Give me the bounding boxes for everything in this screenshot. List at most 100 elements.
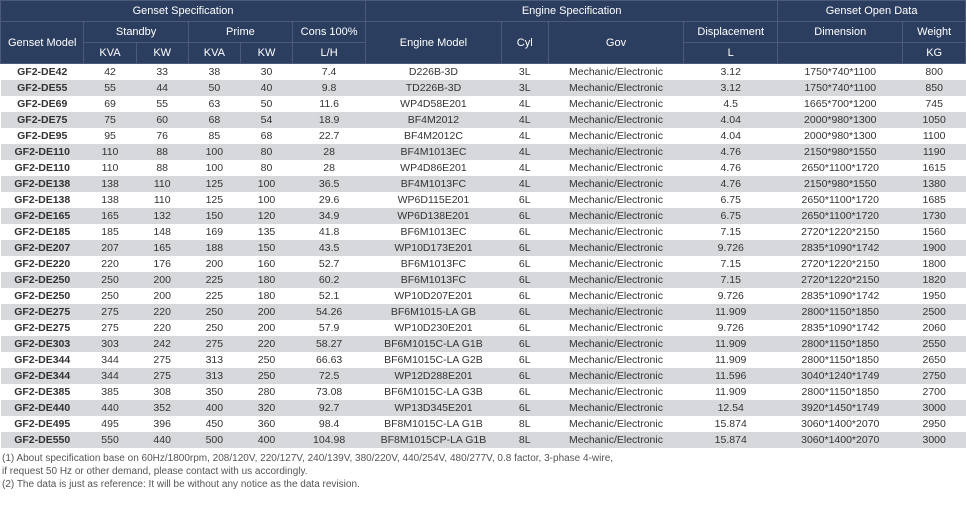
- cell-cyl: 8L: [501, 432, 548, 448]
- cell-wt: 1560: [903, 224, 966, 240]
- table-row: GF2-DE20720716518815043.5WP10D173E2016LM…: [1, 240, 966, 256]
- cell-dim: 2835*1090*1742: [778, 288, 903, 304]
- cell-gov: Mechanic/Electronic: [548, 112, 684, 128]
- cell-model: GF2-DE207: [1, 240, 84, 256]
- cell-dim: 3040*1240*1749: [778, 368, 903, 384]
- cell-cons: 54.26: [293, 304, 366, 320]
- cell-gov: Mechanic/Electronic: [548, 400, 684, 416]
- cell-pkva: 63: [188, 96, 240, 112]
- table-row: GF2-DE959576856822.7BF4M2012C4LMechanic/…: [1, 128, 966, 144]
- cell-cyl: 6L: [501, 192, 548, 208]
- cell-disp: 4.76: [684, 144, 778, 160]
- cell-cons: 9.8: [293, 80, 366, 96]
- table-row: GF2-DE13813811012510029.6WP6D115E2016LMe…: [1, 192, 966, 208]
- table-row: GF2-DE110110881008028BF4M1013EC4LMechani…: [1, 144, 966, 160]
- cell-cyl: 6L: [501, 208, 548, 224]
- cell-pkva: 275: [188, 336, 240, 352]
- cell-cyl: 3L: [501, 64, 548, 81]
- cell-cyl: 6L: [501, 368, 548, 384]
- table-row: GF2-DE550550440500400104.98BF8M1015CP-LA…: [1, 432, 966, 448]
- cell-skw: 76: [136, 128, 188, 144]
- cell-skva: 275: [84, 304, 136, 320]
- cell-skva: 220: [84, 256, 136, 272]
- cell-model: GF2-DE550: [1, 432, 84, 448]
- table-row: GF2-DE30330324227522058.27BF6M1015C-LA G…: [1, 336, 966, 352]
- cell-skva: 440: [84, 400, 136, 416]
- cell-gov: Mechanic/Electronic: [548, 352, 684, 368]
- cell-pkw: 280: [240, 384, 292, 400]
- cell-skva: 207: [84, 240, 136, 256]
- hdr-open-data: Genset Open Data: [778, 1, 966, 22]
- cell-model: GF2-DE220: [1, 256, 84, 272]
- cell-pkva: 450: [188, 416, 240, 432]
- cell-wt: 800: [903, 64, 966, 81]
- hdr-engine-spec: Engine Specification: [366, 1, 778, 22]
- cell-disp: 12.54: [684, 400, 778, 416]
- cell-eng: WP10D230E201: [366, 320, 502, 336]
- cell-skva: 55: [84, 80, 136, 96]
- cell-pkw: 100: [240, 192, 292, 208]
- cell-skva: 42: [84, 64, 136, 81]
- cell-gov: Mechanic/Electronic: [548, 192, 684, 208]
- cell-model: GF2-DE303: [1, 336, 84, 352]
- cell-cyl: 6L: [501, 240, 548, 256]
- cell-cons: 41.8: [293, 224, 366, 240]
- cell-skw: 352: [136, 400, 188, 416]
- cell-model: GF2-DE344: [1, 368, 84, 384]
- cell-cons: 34.9: [293, 208, 366, 224]
- cell-dim: 3060*1400*2070: [778, 432, 903, 448]
- table-row: GF2-DE13813811012510036.5BF4M1013FC4LMec…: [1, 176, 966, 192]
- cell-cons: 60.2: [293, 272, 366, 288]
- cell-pkva: 38: [188, 64, 240, 81]
- cell-model: GF2-DE138: [1, 192, 84, 208]
- table-row: GF2-DE110110881008028WP4D86E2014LMechani…: [1, 160, 966, 176]
- cell-cons: 104.98: [293, 432, 366, 448]
- cell-skva: 95: [84, 128, 136, 144]
- cell-pkw: 150: [240, 240, 292, 256]
- cell-pkw: 100: [240, 176, 292, 192]
- cell-eng: BF6M1015-LA GB: [366, 304, 502, 320]
- cell-model: GF2-DE42: [1, 64, 84, 81]
- cell-model: GF2-DE250: [1, 288, 84, 304]
- cell-eng: BF6M1015C-LA G2B: [366, 352, 502, 368]
- hdr-dim: Dimension: [778, 22, 903, 43]
- cell-dim: 2650*1100*1720: [778, 160, 903, 176]
- cell-cyl: 6L: [501, 400, 548, 416]
- cell-wt: 1615: [903, 160, 966, 176]
- cell-eng: WP13D345E201: [366, 400, 502, 416]
- cell-dim: 3920*1450*1749: [778, 400, 903, 416]
- cell-pkw: 40: [240, 80, 292, 96]
- cell-cyl: 6L: [501, 224, 548, 240]
- cell-eng: WP4D86E201: [366, 160, 502, 176]
- cell-wt: 850: [903, 80, 966, 96]
- cell-gov: Mechanic/Electronic: [548, 176, 684, 192]
- table-row: GF2-DE55554450409.8TD226B-3D3LMechanic/E…: [1, 80, 966, 96]
- cell-cons: 92.7: [293, 400, 366, 416]
- cell-skva: 275: [84, 320, 136, 336]
- cell-gov: Mechanic/Electronic: [548, 80, 684, 96]
- cell-cons: 29.6: [293, 192, 366, 208]
- cell-skva: 110: [84, 144, 136, 160]
- cell-disp: 11.909: [684, 304, 778, 320]
- cell-cyl: 6L: [501, 288, 548, 304]
- cell-pkva: 400: [188, 400, 240, 416]
- cell-wt: 2750: [903, 368, 966, 384]
- cell-skw: 33: [136, 64, 188, 81]
- cell-dim: 2800*1150*1850: [778, 336, 903, 352]
- cell-wt: 1800: [903, 256, 966, 272]
- spec-table: Genset Specification Engine Specificatio…: [0, 0, 966, 448]
- cell-wt: 1050: [903, 112, 966, 128]
- cell-gov: Mechanic/Electronic: [548, 288, 684, 304]
- cell-wt: 2700: [903, 384, 966, 400]
- cell-pkw: 250: [240, 368, 292, 384]
- cell-pkva: 125: [188, 176, 240, 192]
- cell-eng: WP6D138E201: [366, 208, 502, 224]
- cell-cyl: 4L: [501, 176, 548, 192]
- cell-eng: BF6M1013EC: [366, 224, 502, 240]
- cell-cons: 11.6: [293, 96, 366, 112]
- cell-gov: Mechanic/Electronic: [548, 208, 684, 224]
- cell-model: GF2-DE275: [1, 304, 84, 320]
- cell-eng: WP4D58E201: [366, 96, 502, 112]
- cell-dim: 2835*1090*1742: [778, 320, 903, 336]
- cell-skw: 200: [136, 272, 188, 288]
